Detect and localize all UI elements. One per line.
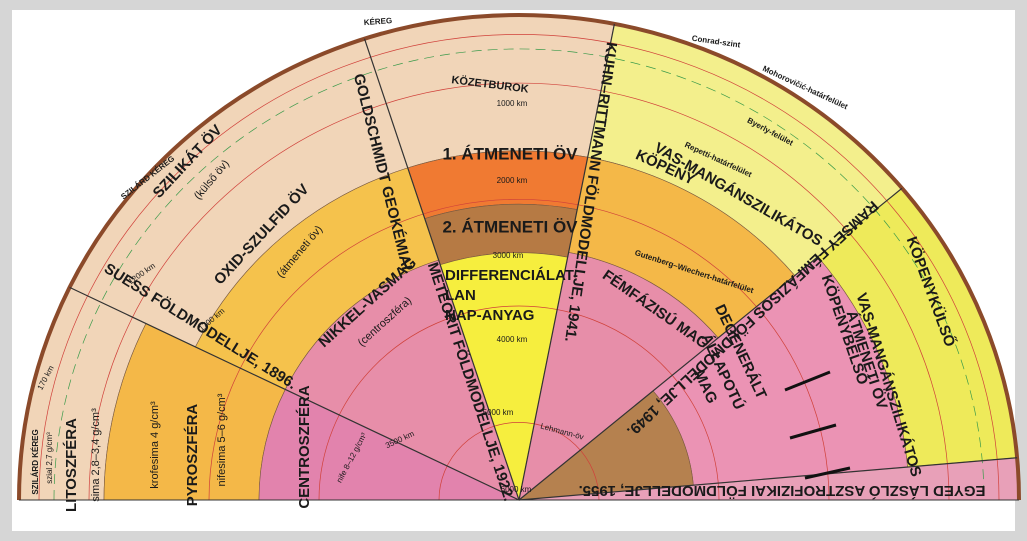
model-label: EGYED LÁSZLÓ ASZTROFIZIKAI FÖLDMODELLJE,… bbox=[579, 482, 986, 500]
layer-label: nifesima 5–6 g/cm³ bbox=[216, 393, 228, 486]
layer-label: CENTROSZFÉRA bbox=[296, 385, 313, 509]
layer-label: LITOSZFÉRA bbox=[63, 418, 80, 512]
layer-label: SZILÁRD KÉREG bbox=[31, 429, 40, 494]
layer-label: PYROSZFÉRA bbox=[184, 404, 201, 507]
depth-label: 3000 km bbox=[493, 251, 524, 260]
layer-label: szial 2,7 g/cm³ bbox=[45, 432, 54, 484]
layer-label: 2. ÁTMENETI ÖV bbox=[442, 217, 578, 236]
diagram: KÉREG KÖZETBUROK 1000 km 1. ÁTMENETI ÖV … bbox=[0, 0, 1027, 541]
depth-label: 2000 km bbox=[497, 176, 528, 185]
layer-label: sima 2,8–3,4 g/cm³ bbox=[90, 408, 102, 502]
depth-label: 1000 km bbox=[497, 99, 528, 108]
layer-label: 1. ÁTMENETI ÖV bbox=[442, 144, 578, 163]
layer-label: DIFFERENCIÁLAT- bbox=[445, 267, 578, 284]
depth-label: 4000 km bbox=[497, 335, 528, 344]
layer-label: krofesima 4 g/cm³ bbox=[149, 401, 161, 489]
